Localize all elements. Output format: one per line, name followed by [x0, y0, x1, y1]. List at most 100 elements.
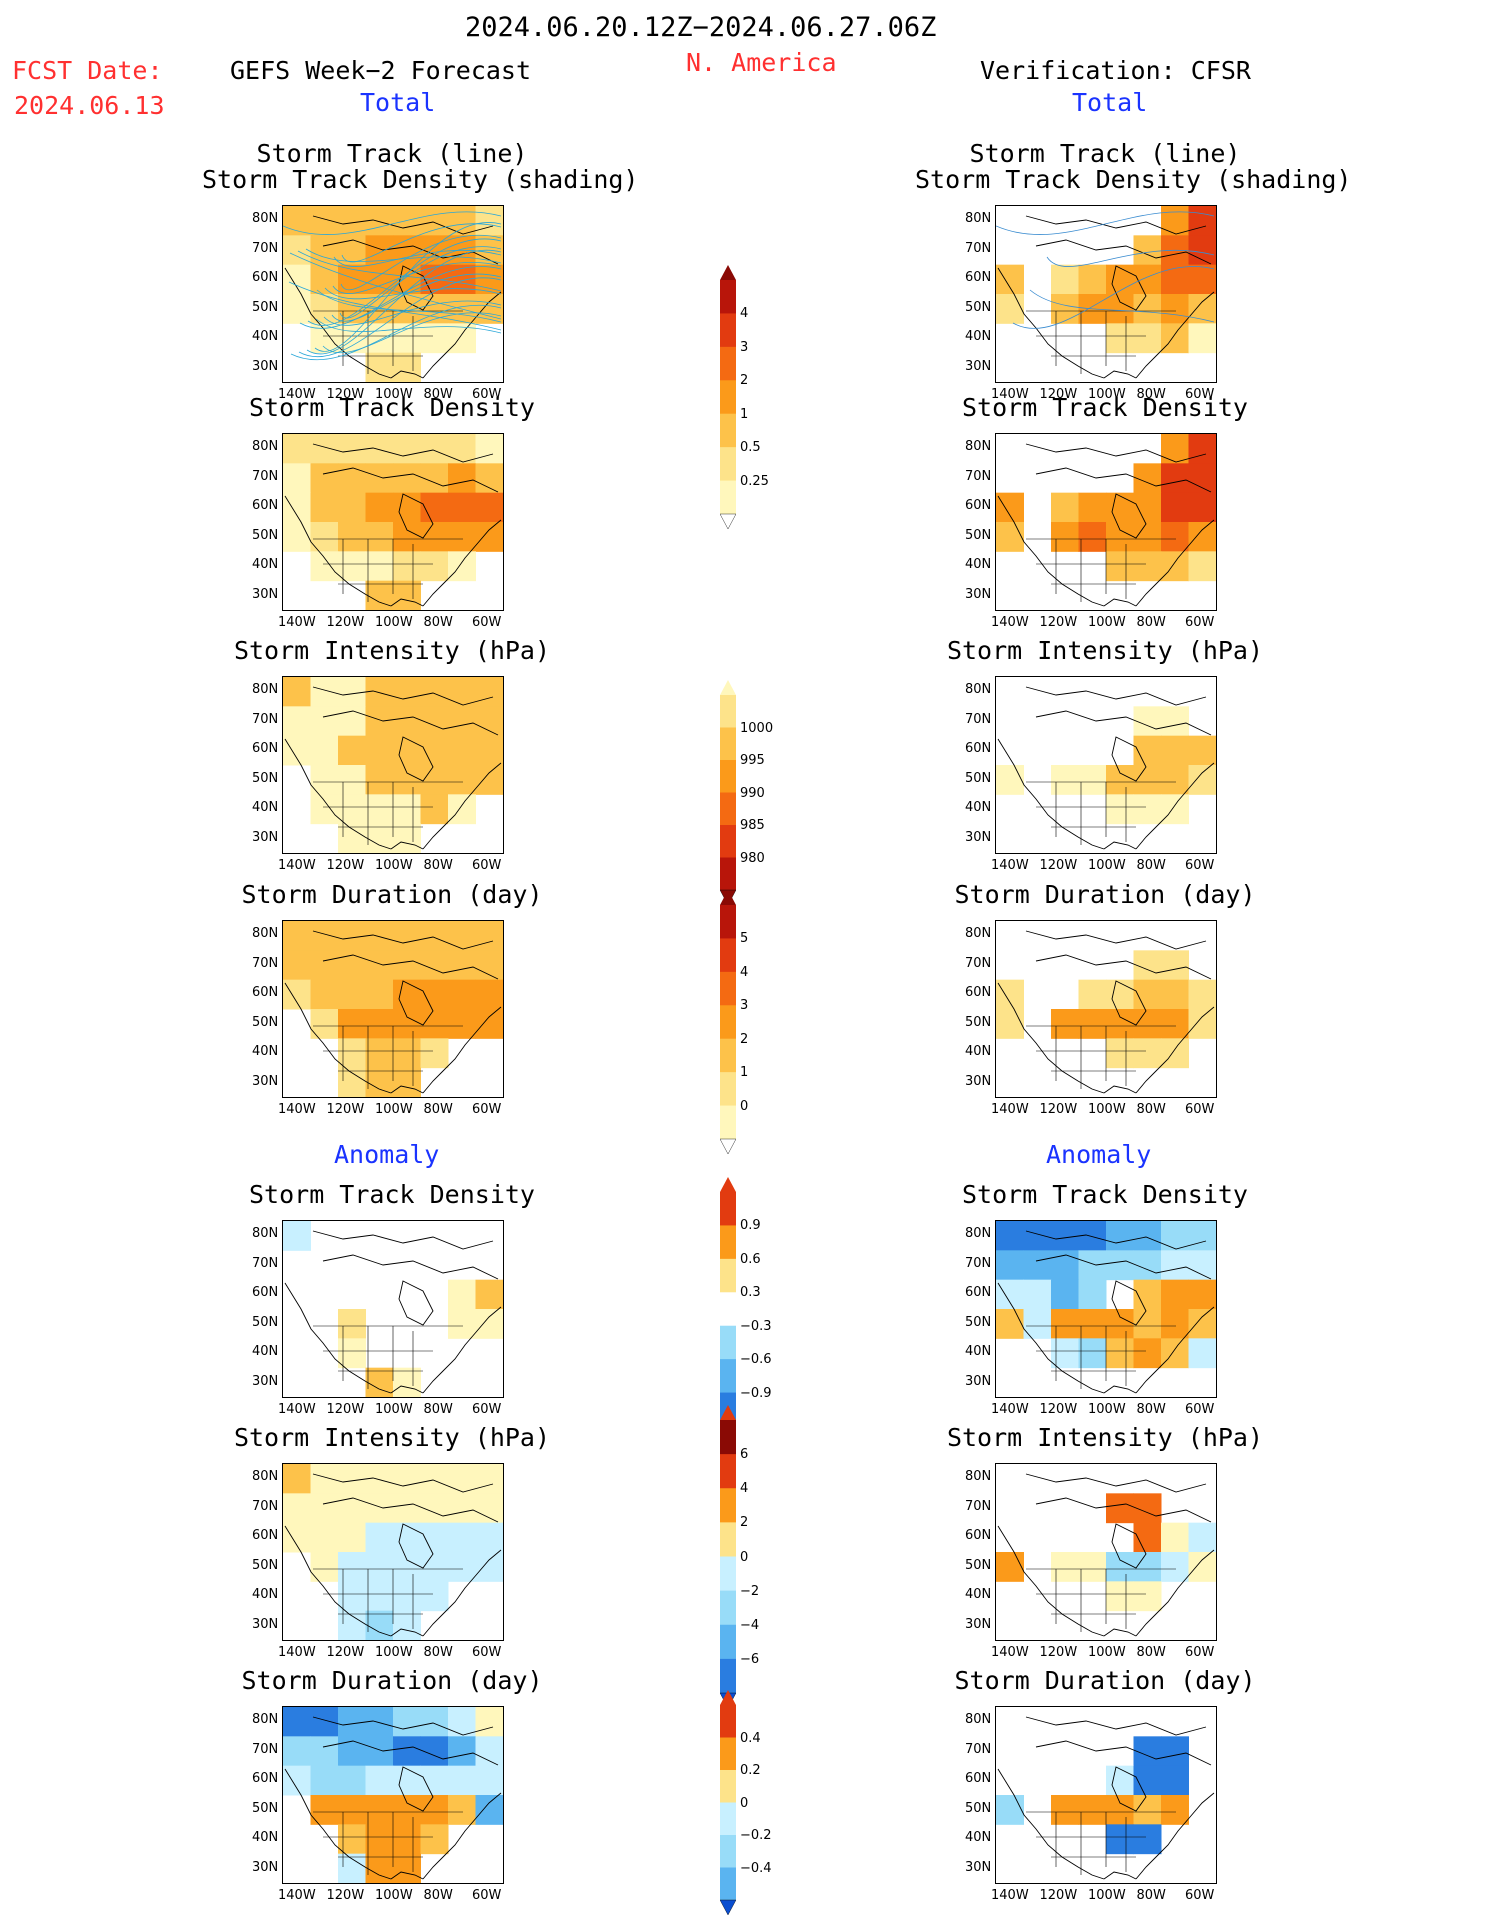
- heat-cell: [310, 551, 339, 582]
- heat-cell: [1188, 492, 1216, 523]
- colorbar-segment: [720, 905, 736, 939]
- lon-tick-label: 140W: [991, 1888, 1029, 1903]
- heat-cell: [393, 979, 421, 1010]
- lon-tick-label: 140W: [278, 858, 316, 873]
- heat-cell: [283, 1765, 311, 1796]
- lat-tick-label: 50N: [252, 1314, 279, 1330]
- heat-cell: [1161, 1038, 1189, 1069]
- panel-title: Storm Track Density (shading): [915, 165, 1352, 194]
- lat-tick-label: 60N: [252, 1771, 279, 1786]
- colorbar-segment: [720, 1802, 736, 1836]
- lon-tick-label: 140W: [991, 615, 1029, 630]
- heat-cell: [393, 1765, 421, 1796]
- lon-tick-label: 100W: [1088, 615, 1126, 630]
- heat-cell: [393, 950, 421, 981]
- heat-cell: [1161, 1250, 1189, 1281]
- heat-cell: [448, 1493, 476, 1524]
- coastline: [997, 215, 1215, 379]
- heat-cell: [338, 1707, 366, 1737]
- lon-tick-label: 100W: [1088, 1402, 1126, 1417]
- heat-cell: [393, 1493, 421, 1524]
- lat-tick-label: 80N: [252, 1226, 279, 1241]
- heat-cell: [996, 1009, 1024, 1039]
- heat-cell: [338, 492, 366, 523]
- colorbar-segment: [720, 971, 736, 1006]
- panel-title: Storm Track Density: [249, 1180, 535, 1209]
- heat-cell: [1133, 1221, 1162, 1251]
- heat-cell: [1161, 735, 1189, 766]
- storm-track-line: [316, 289, 502, 323]
- heat-cell: [283, 463, 311, 494]
- lon-tick-label: 80W: [423, 1402, 453, 1417]
- lat-tick-label: 40N: [252, 1044, 279, 1059]
- heat-cell: [1078, 1552, 1107, 1582]
- heat-cell: [310, 706, 339, 737]
- heat-cell: [420, 706, 449, 737]
- heat-cell: [393, 677, 421, 707]
- heat-cell: [1023, 1250, 1052, 1281]
- heat-cell: [310, 765, 339, 795]
- storm-track-line: [305, 248, 502, 264]
- heat-cell: [283, 264, 311, 295]
- heat-cell: [475, 463, 503, 494]
- colorbar-segment: [720, 1590, 736, 1626]
- heat-cell: [283, 706, 311, 737]
- lat-tick-label: 70N: [252, 1498, 279, 1514]
- lon-tick-label: 80W: [1136, 1402, 1166, 1417]
- heat-cell: [393, 1464, 421, 1494]
- heat-cell: [393, 1038, 421, 1069]
- colorbar-segment: [720, 313, 736, 348]
- heat-cell: [1133, 1250, 1162, 1281]
- heat-cell: [338, 735, 366, 766]
- heat-cell: [365, 434, 394, 464]
- heat-cell: [1106, 294, 1134, 324]
- lon-tick-label: 60W: [472, 387, 502, 402]
- lat-tick-label: 80N: [965, 211, 992, 226]
- lat-tick-label: 50N: [252, 527, 279, 543]
- heat-cell: [1188, 1279, 1216, 1310]
- heat-cell: [283, 677, 311, 707]
- heat-cell: [1188, 323, 1216, 354]
- lon-tick-label: 100W: [1088, 858, 1126, 873]
- state-borders: [1026, 781, 1176, 845]
- lon-tick-label: 80W: [1136, 1888, 1166, 1903]
- storm-track-line: [324, 287, 502, 300]
- panel-title: Storm Intensity (hPa): [233, 636, 551, 665]
- lon-tick-label: 80W: [423, 858, 453, 873]
- heat-cell: [996, 1279, 1024, 1310]
- storm-track-line: [298, 277, 502, 358]
- colorbar-label: 2: [740, 373, 749, 389]
- heat-cell: [1188, 1522, 1216, 1553]
- lat-tick-label: 50N: [965, 1314, 992, 1330]
- heat-cell: [1133, 1581, 1162, 1612]
- heat-cell: [1106, 264, 1134, 295]
- heat-cell: [1188, 235, 1216, 266]
- heat-cell: [1188, 1309, 1216, 1339]
- lat-tick-label: 40N: [252, 329, 279, 344]
- lat-tick-label: 40N: [965, 1044, 992, 1059]
- colorbar-segment: [720, 1454, 736, 1489]
- heat-cell: [420, 434, 449, 464]
- heat-cell: [1106, 492, 1134, 523]
- heat-cell: [365, 492, 394, 523]
- heat-cell: [310, 1795, 339, 1825]
- lat-tick-label: 30N: [965, 1073, 992, 1089]
- lon-tick-label: 80W: [1136, 1102, 1166, 1117]
- coastline: [284, 930, 502, 1094]
- colorbar-label: 0.4: [740, 1730, 761, 1746]
- coastline: [997, 1473, 1215, 1637]
- panel-title: Storm Track Density: [962, 393, 1248, 422]
- heat-cell: [420, 1795, 449, 1825]
- lat-tick-label: 70N: [252, 955, 279, 971]
- colorbar-label: 0: [740, 1795, 749, 1811]
- colorbar-label: 0: [740, 1098, 749, 1114]
- heat-cell: [338, 434, 366, 464]
- heat-cell: [1023, 1309, 1052, 1339]
- heat-cell: [996, 294, 1024, 324]
- lon-tick-label: 60W: [472, 1402, 502, 1417]
- colorbar-segment: [720, 792, 736, 826]
- heat-cell: [1188, 551, 1216, 582]
- heat-cell: [1106, 1765, 1134, 1796]
- heat-cell: [1106, 1552, 1134, 1582]
- lat-tick-label: 50N: [965, 299, 992, 315]
